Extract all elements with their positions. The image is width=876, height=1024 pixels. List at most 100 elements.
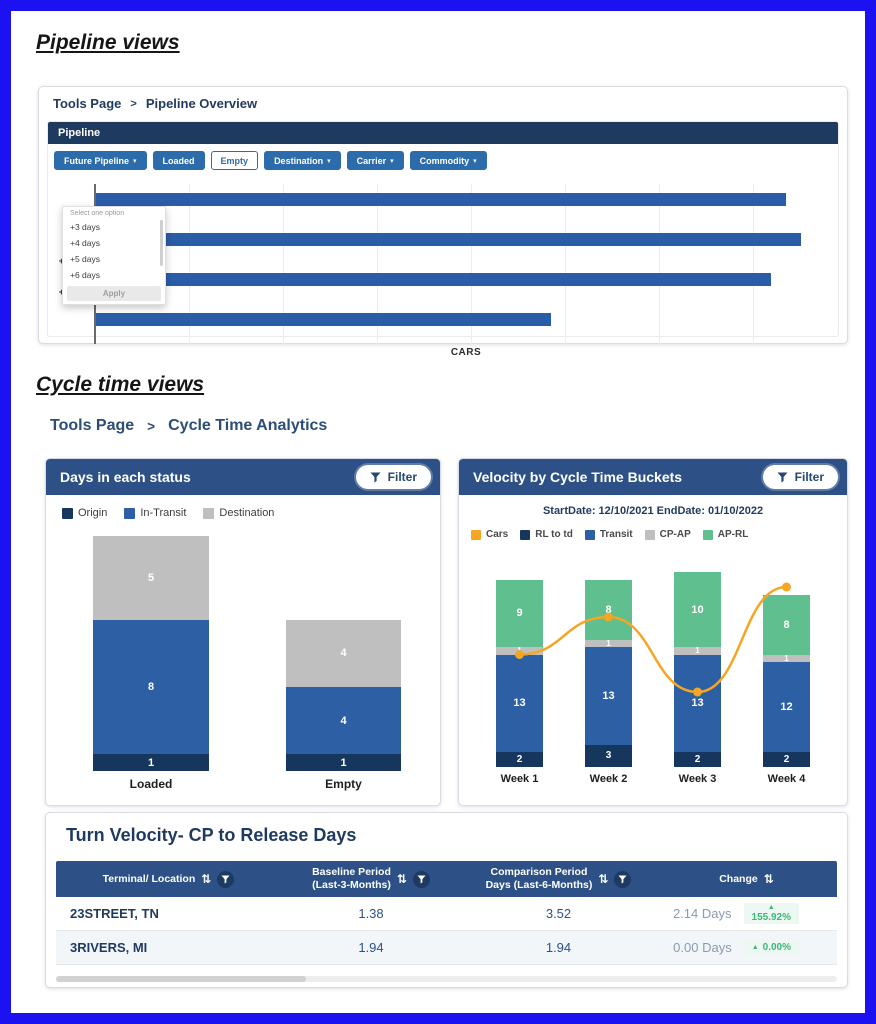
filter-button[interactable]: Filter — [762, 465, 838, 489]
legend-item-rl-to-td[interactable]: RL to td — [520, 529, 573, 540]
legend-swatch — [702, 529, 713, 540]
col-header-terminal: Terminal/ Location ⇅ — [56, 861, 281, 897]
segment-ap-rl[interactable]: 9 — [496, 579, 543, 647]
stacked-bar-loaded[interactable]: 5 8 1 — [93, 535, 209, 771]
legend-swatch — [471, 529, 481, 540]
stacked-bar-week-3[interactable]: 10 1 13 2 — [674, 572, 721, 767]
pipeline-bar[interactable] — [96, 233, 801, 246]
filter-button[interactable]: Filter — [355, 465, 431, 489]
dropdown-option[interactable]: +3 days — [70, 222, 101, 232]
days-in-status-card: Days in each status Filter Origin In-Tra… — [45, 458, 441, 806]
breadcrumb-root[interactable]: Tools Page — [50, 417, 135, 434]
segment-rl-to-td[interactable]: 2 — [674, 752, 721, 767]
legend-swatch — [520, 529, 531, 540]
empty-filter-button[interactable]: Empty — [210, 151, 259, 170]
terminal-cell: 23STREET, TN — [70, 906, 159, 921]
segment-cp-ap[interactable]: 1 — [585, 639, 632, 647]
segment-transit[interactable]: 13 — [585, 647, 632, 745]
legend-item-cars[interactable]: Cars — [471, 529, 508, 540]
col-header-change: Change ⇅ — [719, 872, 774, 886]
legend-swatch — [203, 507, 215, 519]
segment-destination[interactable]: 5 — [93, 535, 209, 620]
segment-cp-ap[interactable]: 1 — [496, 647, 543, 655]
legend-item-ap-rl[interactable]: AP-RL — [702, 529, 748, 540]
loaded-filter-button[interactable]: Loaded — [152, 151, 205, 170]
change-days: 0.00 Days — [673, 940, 732, 955]
segment-ap-rl[interactable]: 8 — [763, 594, 810, 655]
scrollbar-thumb[interactable] — [56, 976, 306, 982]
category-label: Week 4 — [767, 773, 806, 785]
pipeline-bar[interactable] — [96, 313, 552, 326]
segment-ap-rl[interactable]: 10 — [674, 572, 721, 647]
segment-transit[interactable]: 13 — [496, 654, 543, 752]
segment-rl-to-td[interactable]: 2 — [496, 752, 543, 767]
breadcrumb: Tools Page > Cycle Time Analytics — [50, 417, 327, 435]
legend-item-transit[interactable]: Transit — [584, 529, 633, 540]
sort-icon[interactable]: ⇅ — [598, 872, 609, 886]
legend-item-cp-ap[interactable]: CP-AP — [644, 529, 691, 540]
category-label: Week 2 — [589, 773, 628, 785]
terminal-cell: 3RIVERS, MI — [70, 940, 148, 955]
filter-button-label: Filter — [794, 470, 824, 484]
stacked-bar-week-2[interactable]: 8 1 13 3 — [585, 579, 632, 767]
stacked-bar-week-1[interactable]: 9 1 13 2 — [496, 579, 543, 767]
change-days: 2.14 Days — [672, 906, 732, 921]
breadcrumb-root[interactable]: Tools Page — [53, 96, 122, 111]
segment-rl-to-td[interactable]: 2 — [763, 752, 810, 767]
segment-in-transit[interactable]: 8 — [93, 619, 209, 755]
card-title: Velocity by Cycle Time Buckets — [473, 469, 683, 485]
change-cell: 2.14 Days ▲ 155.92% — [656, 903, 837, 924]
turn-velocity-table: Terminal/ Location ⇅ Baseline Period (La… — [56, 861, 837, 965]
destination-filter-button[interactable]: Destination ▾ — [264, 151, 341, 170]
segment-transit[interactable]: 12 — [763, 662, 810, 752]
pipeline-chart-plot-area — [94, 184, 830, 344]
segment-rl-to-td[interactable]: 3 — [585, 744, 632, 767]
legend-swatch — [124, 507, 136, 519]
x-axis-label: CARS — [450, 347, 482, 358]
stacked-bar-week-4[interactable]: 8 1 12 2 — [763, 594, 810, 767]
baseline-cell: 1.38 — [358, 906, 384, 921]
comparison-cell: 1.94 — [545, 940, 572, 955]
apply-button[interactable]: Apply — [67, 286, 161, 301]
segment-origin[interactable]: 1 — [286, 754, 401, 771]
sort-icon[interactable]: ⇅ — [396, 872, 407, 886]
legend-item-origin[interactable]: Origin — [62, 507, 107, 519]
filter-icon[interactable] — [614, 870, 632, 888]
table-row: 3RIVERS, MI 1.94 1.94 0.00 Days ▲ 0.00% — [56, 931, 837, 965]
pipeline-chart: +2 Day +3 Day — [48, 184, 830, 344]
commodity-filter-button[interactable]: Commodity ▾ — [409, 151, 487, 170]
breadcrumb-separator: > — [147, 418, 156, 434]
chevron-down-icon: ▾ — [390, 157, 394, 165]
chevron-down-icon: ▾ — [133, 157, 137, 165]
empty-label: Empty — [220, 155, 249, 166]
dropdown-option[interactable]: +5 days — [70, 254, 101, 264]
dropdown-option[interactable]: +6 days — [70, 270, 101, 280]
pipeline-bar[interactable] — [96, 193, 786, 206]
sort-icon[interactable]: ⇅ — [763, 872, 774, 886]
segment-cp-ap[interactable]: 1 — [763, 654, 810, 662]
velocity-legend: Cars RL to td Transit CP-AP AP-RL — [471, 529, 748, 540]
future-pipeline-filter-button[interactable]: Future Pipeline ▾ — [54, 151, 147, 170]
legend-item-in-transit[interactable]: In-Transit — [124, 507, 186, 519]
pipeline-panel-title: Pipeline — [48, 122, 838, 144]
segment-origin[interactable]: 1 — [93, 754, 209, 771]
segment-transit[interactable]: 13 — [674, 654, 721, 752]
pipeline-bar[interactable] — [96, 273, 772, 286]
filter-icon[interactable] — [217, 870, 235, 888]
days-card-header: Days in each status Filter — [46, 459, 440, 495]
segment-destination[interactable]: 4 — [286, 619, 401, 688]
segment-cp-ap[interactable]: 1 — [674, 647, 721, 655]
change-percent: 0.00% — [762, 942, 791, 953]
stacked-bar-empty[interactable]: 4 4 1 — [286, 619, 401, 771]
sort-icon[interactable]: ⇅ — [201, 872, 212, 886]
segment-ap-rl[interactable]: 8 — [585, 579, 632, 640]
legend-item-destination[interactable]: Destination — [203, 507, 274, 519]
horizontal-scrollbar[interactable] — [56, 976, 837, 982]
segment-in-transit[interactable]: 4 — [286, 687, 401, 755]
filter-icon[interactable] — [412, 870, 430, 888]
category-label: Week 1 — [500, 773, 539, 785]
turn-velocity-card: Turn Velocity- CP to Release Days Termin… — [45, 812, 848, 988]
dropdown-option[interactable]: +4 days — [70, 238, 101, 248]
carrier-filter-button[interactable]: Carrier ▾ — [346, 151, 404, 170]
dropdown-scrollbar[interactable] — [160, 220, 163, 266]
